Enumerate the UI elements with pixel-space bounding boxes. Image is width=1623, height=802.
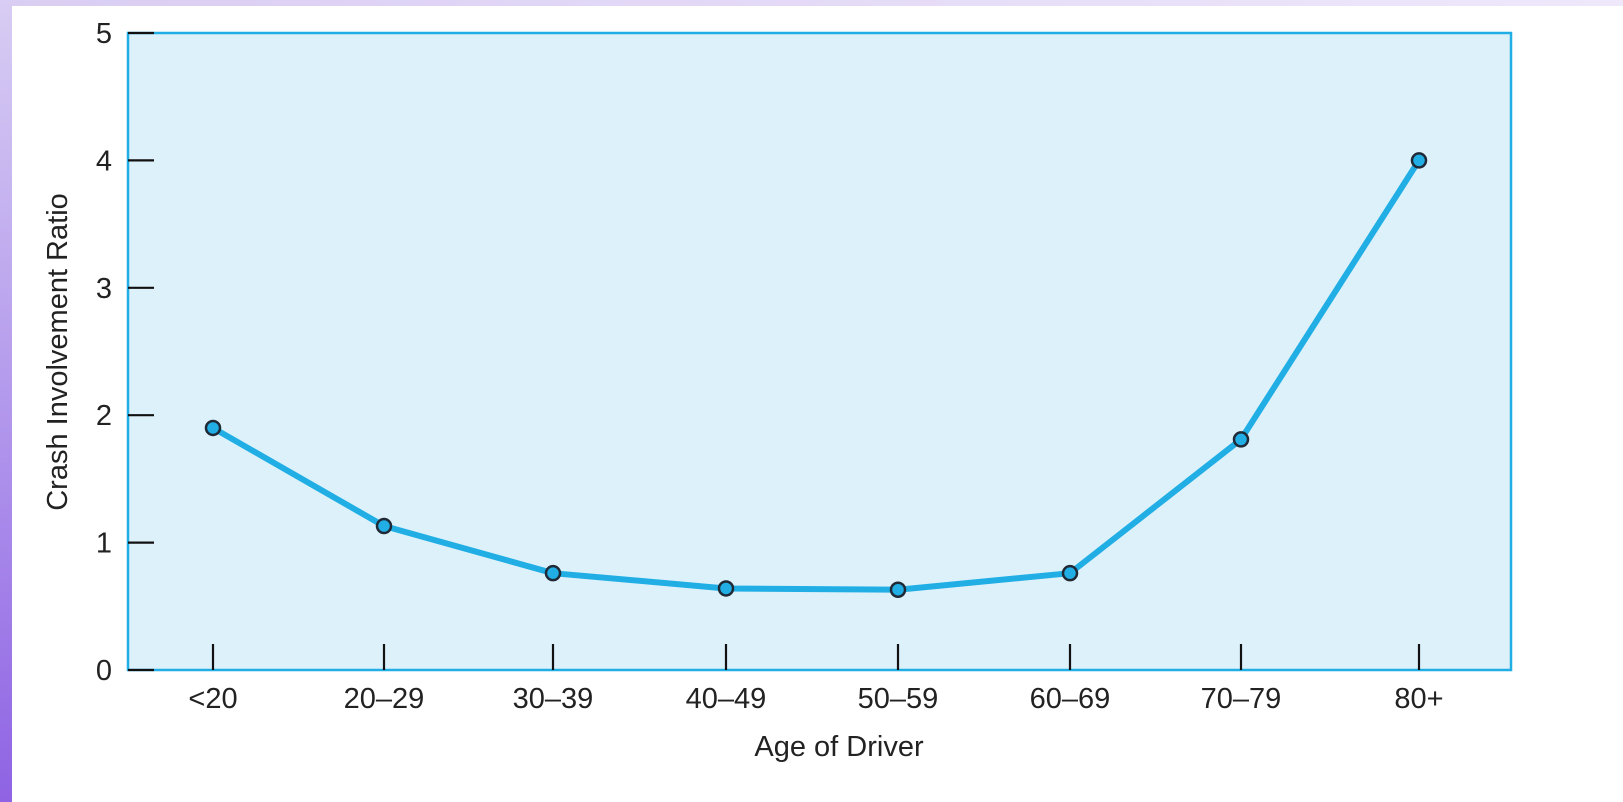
- top-accent-strip: [0, 0, 1623, 6]
- x-tick-label: 80+: [1394, 683, 1443, 715]
- x-axis-title: Age of Driver: [754, 731, 924, 763]
- data-point: [544, 564, 562, 582]
- plot-area: [126, 31, 1513, 672]
- x-tick-label: 70–79: [1201, 683, 1282, 715]
- x-tick-label: 40–49: [686, 683, 767, 715]
- data-point: [1410, 152, 1428, 169]
- data-point: [375, 517, 393, 535]
- data-point: [717, 580, 735, 597]
- series-line: [210, 157, 1422, 593]
- x-tick-label: 30–39: [513, 683, 594, 715]
- x-tick-label: 50–59: [858, 683, 939, 715]
- series-layer: [204, 152, 1428, 598]
- plot-layer: <20 20–29 30–39 40–49 50–59 60–69 70–79 80+ 0 1 2…: [96, 18, 1513, 715]
- data-point: [1061, 564, 1079, 582]
- left-accent-strip: [0, 0, 12, 802]
- x-tick-label: 60–69: [1030, 683, 1111, 715]
- y-axis-title: Crash Involvement Ratio: [42, 193, 74, 511]
- y-tick-label: 5: [96, 18, 112, 50]
- x-tick-label: <20: [188, 683, 237, 715]
- y-tick-label: 4: [96, 145, 112, 177]
- data-point: [1232, 431, 1250, 448]
- x-axis-ticks: <20 20–29 30–39 40–49 50–59 60–69 70–79 80+: [188, 644, 1444, 715]
- y-tick-label: 3: [96, 273, 112, 305]
- data-point: [204, 419, 222, 437]
- y-tick-label: 2: [96, 400, 112, 432]
- data-point: [889, 581, 907, 598]
- y-axis-ticks: 0 1 2 3 4 5: [96, 18, 154, 687]
- y-tick-label: 0: [96, 655, 112, 687]
- y-tick-label: 1: [96, 528, 112, 560]
- x-tick-label: 20–29: [344, 683, 425, 715]
